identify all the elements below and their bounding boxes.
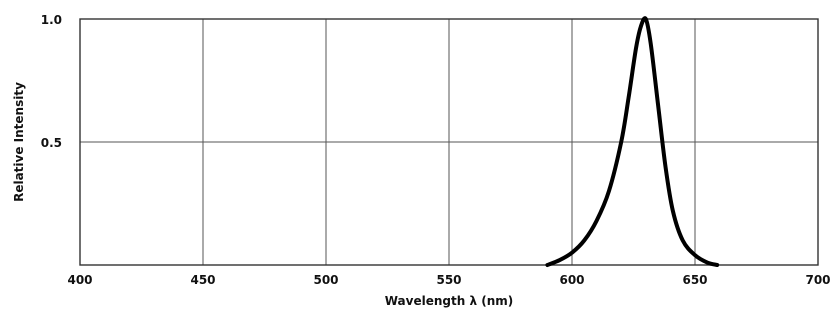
grid-lines <box>80 19 818 265</box>
x-tick-label-700: 700 <box>805 273 830 287</box>
plot-area-frame <box>79 18 819 266</box>
series-group <box>545 16 720 267</box>
x-tick-label-450: 450 <box>190 273 215 287</box>
y-axis-title: Relative Intensity <box>12 82 26 202</box>
x-tick-label-650: 650 <box>682 273 707 287</box>
spectrum-curve-0 <box>545 16 720 267</box>
y-tick-label-1.0: 1.0 <box>41 13 62 27</box>
x-tick-label-400: 400 <box>67 273 92 287</box>
x-tick-label-550: 550 <box>436 273 461 287</box>
x-tick-labels: 400 450 500 550 600 650 700 <box>67 273 830 287</box>
y-tick-label-0.5: 0.5 <box>41 136 62 150</box>
x-tick-label-600: 600 <box>559 273 584 287</box>
y-tick-labels: 0.5 1.0 <box>41 13 62 150</box>
x-axis-title: Wavelength λ (nm) <box>385 294 514 308</box>
x-tick-label-500: 500 <box>313 273 338 287</box>
